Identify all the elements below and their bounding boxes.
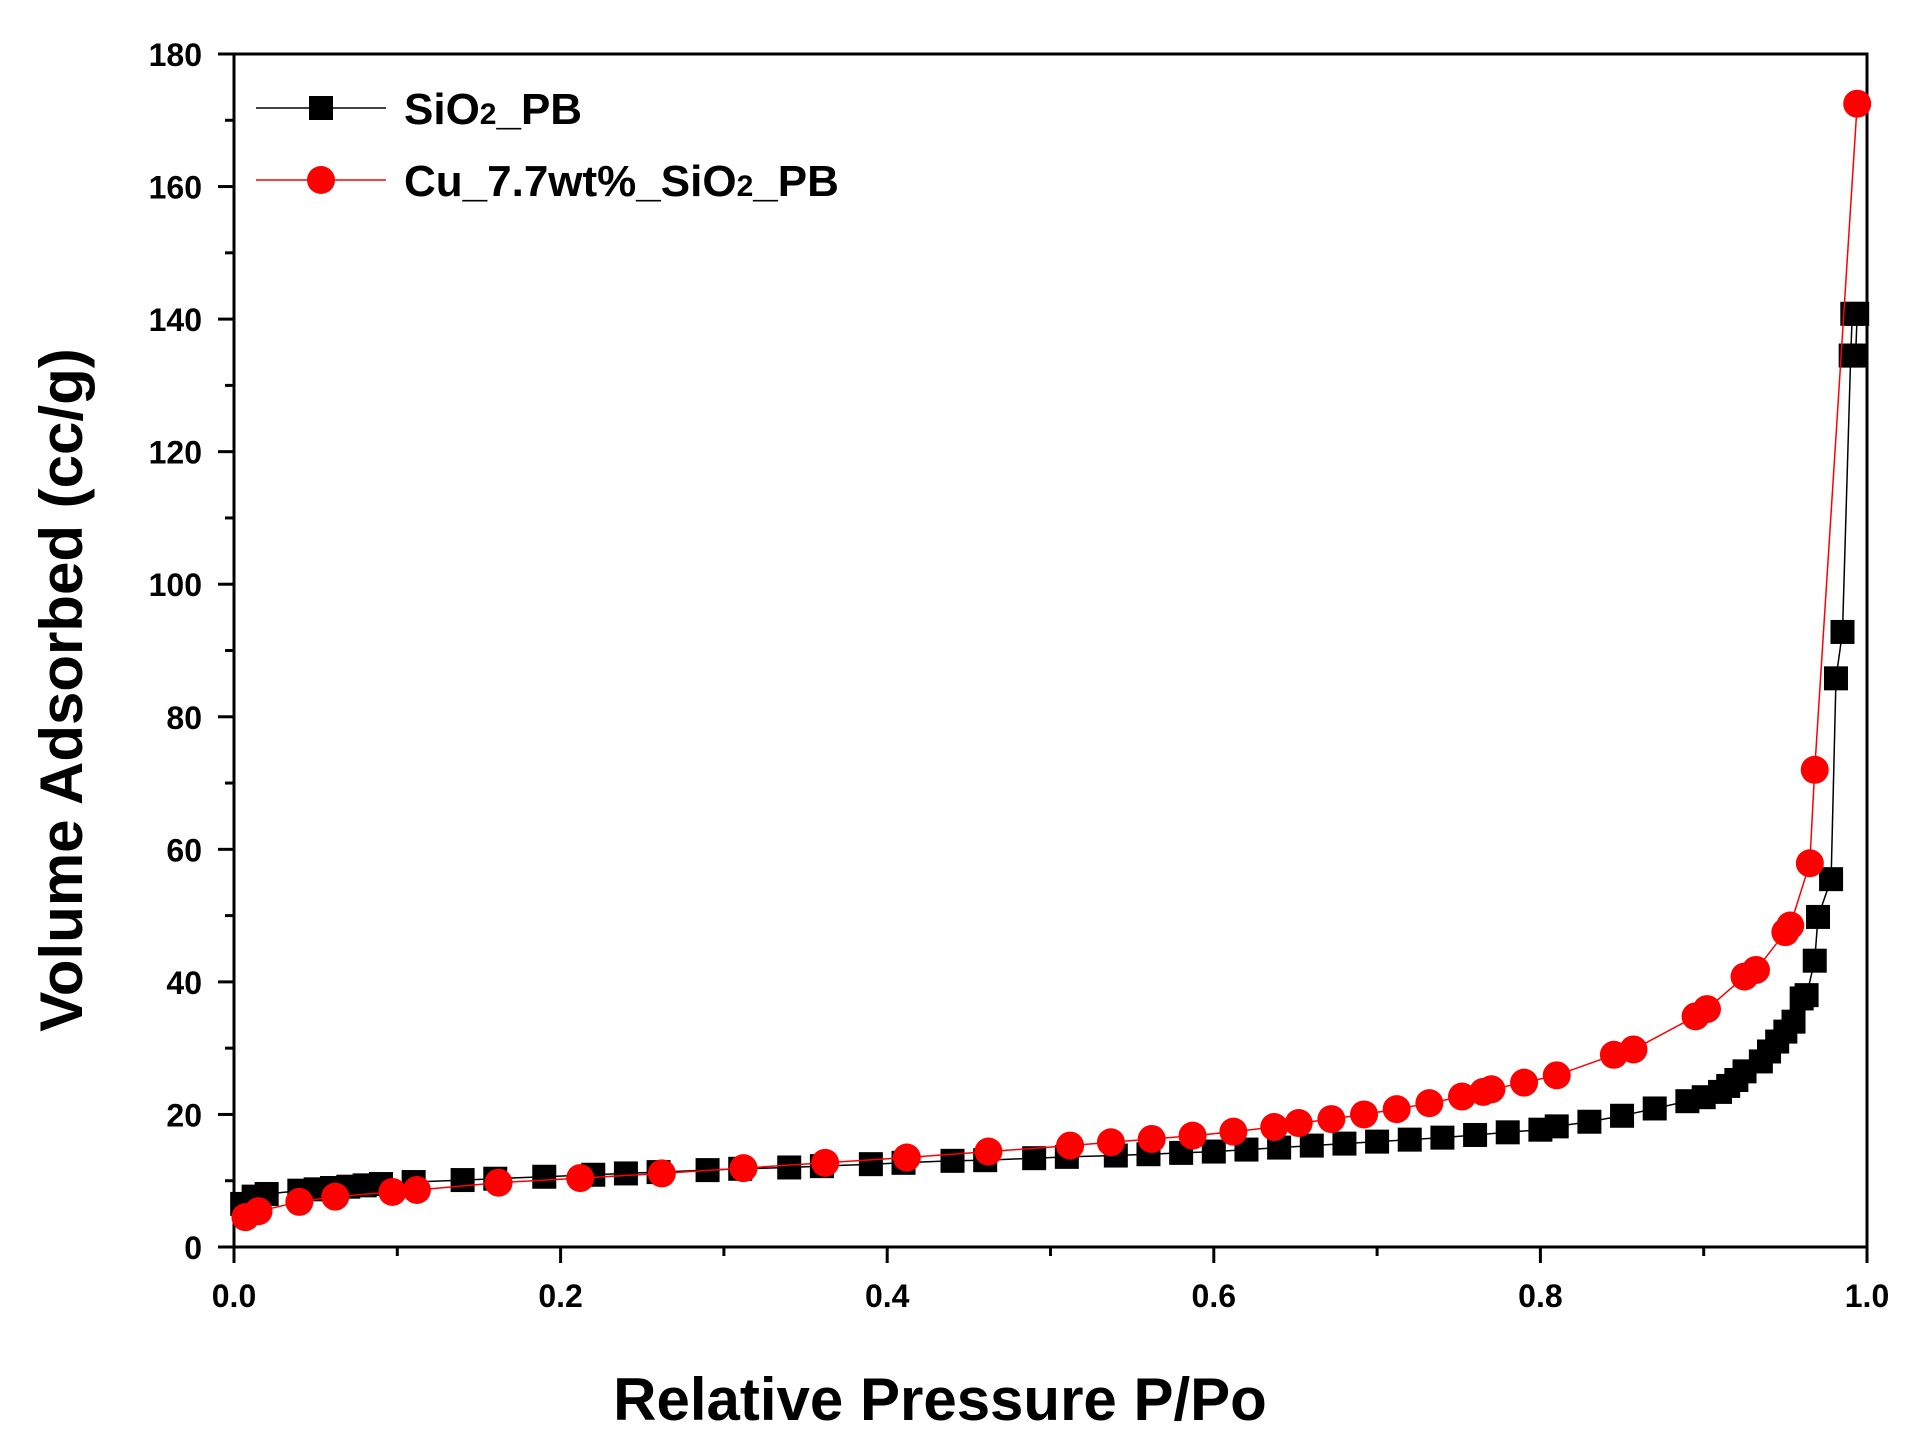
data-point	[1477, 1075, 1506, 1104]
data-point	[892, 1143, 921, 1172]
data-point	[1022, 1146, 1047, 1171]
data-point	[1819, 867, 1844, 892]
data-point	[1800, 755, 1829, 784]
data-point	[1382, 1095, 1411, 1124]
data-point	[378, 1177, 407, 1206]
data-point	[285, 1187, 314, 1216]
y-tick-label: 60	[166, 832, 202, 868]
data-point	[1542, 1061, 1571, 1090]
x-tick-label: 0.0	[212, 1278, 256, 1314]
data-point	[566, 1164, 595, 1193]
data-point	[1495, 1120, 1520, 1145]
data-point	[402, 1176, 431, 1205]
y-tick-label: 0	[184, 1230, 202, 1266]
legend-item: Cu_7.7wt%_SiO2_PB	[256, 157, 839, 206]
series-line	[241, 313, 1858, 1205]
data-point	[1781, 1009, 1806, 1034]
data-point	[1619, 1035, 1648, 1064]
x-tick-label: 0.4	[865, 1278, 910, 1314]
y-tick-label: 100	[149, 567, 202, 603]
data-point	[1299, 1133, 1324, 1158]
y-axis-title: Volume Adsorbed (cc/g)	[28, 348, 95, 1031]
legend-item: SiO2_PB	[256, 85, 582, 134]
data-point	[1448, 1082, 1477, 1111]
plot-frame	[232, 52, 1869, 1249]
x-axis: 0.0 0.2 0.4 0.6 0.8 1.0	[212, 1247, 1889, 1314]
data-point	[974, 1137, 1003, 1166]
data-point	[1284, 1109, 1313, 1138]
legend-label: SiO2_PB	[404, 85, 582, 134]
data-point	[729, 1154, 758, 1183]
data-point	[1845, 301, 1870, 326]
data-point	[1365, 1129, 1390, 1154]
x-tick-label: 1.0	[1845, 1278, 1889, 1314]
data-point	[1823, 666, 1848, 691]
data-point	[1463, 1122, 1488, 1147]
legend-label: Cu_7.7wt%_SiO2_PB	[404, 157, 839, 206]
data-point	[940, 1148, 965, 1173]
data-point	[244, 1197, 273, 1226]
data-point	[1794, 983, 1819, 1008]
data-point	[1692, 995, 1721, 1024]
data-point	[1642, 1096, 1667, 1121]
data-point	[811, 1148, 840, 1177]
data-point	[858, 1152, 883, 1177]
y-tick-label: 180	[149, 37, 202, 73]
data-point	[484, 1168, 513, 1197]
y-tick-label: 80	[166, 700, 202, 736]
x-tick-label: 0.8	[1518, 1278, 1562, 1314]
y-tick-label: 120	[149, 435, 202, 471]
data-point	[1830, 619, 1855, 644]
plot-border	[232, 52, 1869, 1249]
data-point	[1317, 1105, 1346, 1134]
legend-marker	[309, 96, 333, 120]
data-point	[1137, 1124, 1166, 1153]
x-tick-label: 0.6	[1192, 1278, 1236, 1314]
y-axis: 0 20 40 60 80 100 120 140 160 180	[149, 37, 234, 1266]
data-point	[1795, 849, 1824, 878]
x-tick-label: 0.2	[538, 1278, 582, 1314]
data-point	[1096, 1128, 1125, 1157]
y-tick-label: 20	[166, 1097, 202, 1133]
data-point	[1056, 1131, 1085, 1160]
data-point	[1415, 1089, 1444, 1118]
data-point	[1397, 1127, 1422, 1152]
data-point	[1510, 1068, 1539, 1097]
data-point	[613, 1161, 638, 1186]
data-point	[1332, 1131, 1357, 1156]
y-tick-label: 140	[149, 302, 202, 338]
x-axis-title: Relative Pressure P/Po	[613, 1366, 1267, 1433]
series-2	[231, 89, 1872, 1232]
y-tick-label: 160	[149, 170, 202, 206]
data-point	[1610, 1103, 1635, 1128]
data-point	[777, 1155, 802, 1180]
data-point	[1802, 948, 1827, 973]
data-point	[321, 1182, 350, 1211]
data-point	[647, 1159, 676, 1188]
data-point	[1843, 89, 1872, 118]
data-point	[1544, 1114, 1569, 1139]
data-point	[1741, 955, 1770, 984]
data-point	[1350, 1100, 1379, 1129]
data-point	[450, 1168, 475, 1193]
data-point	[1201, 1139, 1226, 1164]
y-tick-label: 40	[166, 965, 202, 1001]
data-point	[1843, 343, 1868, 368]
series-line	[245, 103, 1858, 1218]
data-point	[1219, 1117, 1248, 1146]
data-point	[1806, 904, 1831, 929]
data-point	[1178, 1121, 1207, 1150]
data-point	[1776, 911, 1805, 940]
series-layer	[230, 89, 1872, 1232]
data-point	[1260, 1113, 1289, 1142]
data-point	[1577, 1109, 1602, 1134]
legend-marker	[307, 166, 335, 194]
data-point	[532, 1164, 557, 1189]
series-1	[230, 301, 1870, 1216]
data-point	[1430, 1125, 1455, 1150]
legend: SiO2_PB Cu_7.7wt%_SiO2_PB	[256, 85, 839, 206]
